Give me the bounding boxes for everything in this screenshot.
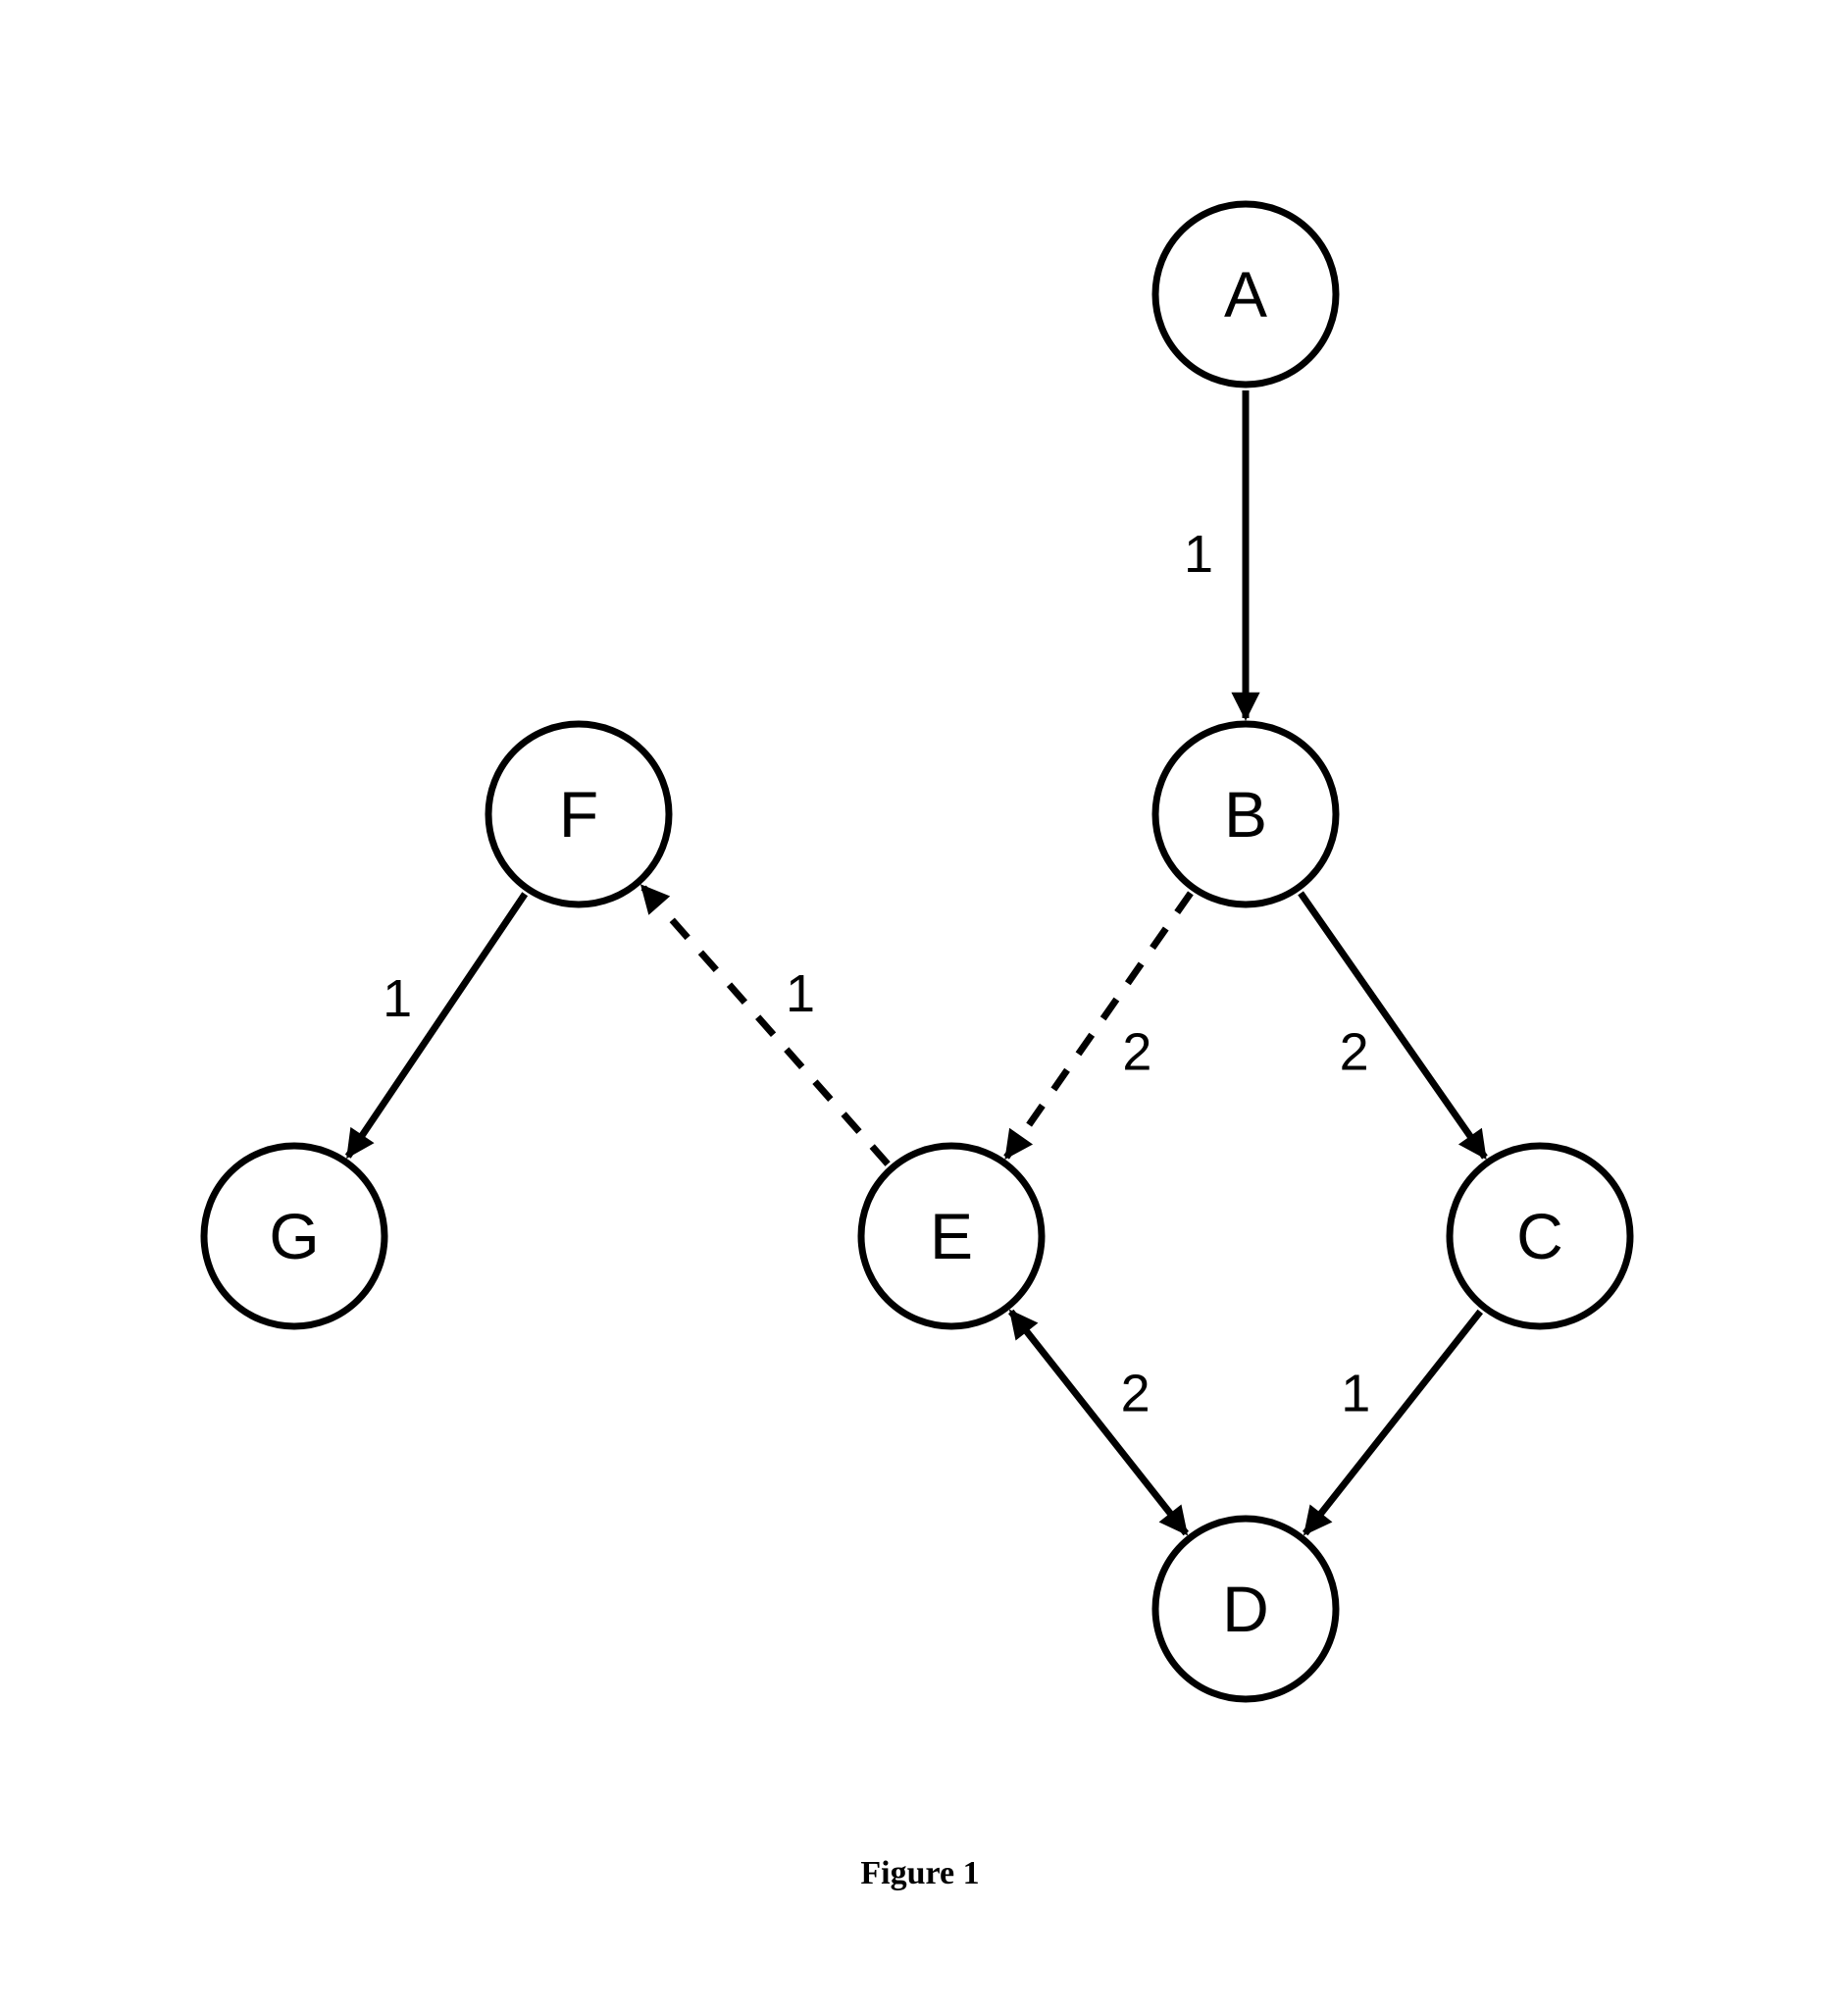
edge-label-E-D: 2 xyxy=(1121,1364,1150,1422)
edge-F-G xyxy=(348,894,525,1157)
figure-caption: Figure 1 xyxy=(860,1855,979,1891)
edge-label-B-C: 2 xyxy=(1340,1022,1369,1081)
edge-label-E-F: 1 xyxy=(786,964,815,1023)
node-E: E xyxy=(861,1146,1042,1326)
node-label-C: C xyxy=(1516,1200,1563,1272)
node-label-E: E xyxy=(930,1200,973,1272)
node-label-G: G xyxy=(269,1200,319,1272)
edges-layer: 1 2 1 2 2 1 1 xyxy=(348,390,1485,1533)
node-G: G xyxy=(204,1146,384,1326)
edge-E-D xyxy=(1011,1312,1187,1533)
node-F: F xyxy=(488,724,669,905)
node-label-A: A xyxy=(1224,258,1267,331)
edge-label-C-D: 1 xyxy=(1341,1364,1370,1422)
edge-label-F-G: 1 xyxy=(383,969,412,1028)
edge-E-F xyxy=(642,886,888,1163)
node-label-D: D xyxy=(1222,1573,1269,1645)
graph-diagram: 1 2 1 2 2 1 1 A B C D E F G Figure 1 xyxy=(0,0,1840,2016)
node-label-F: F xyxy=(559,778,598,851)
edge-B-E xyxy=(1006,893,1191,1157)
edge-label-B-E: 2 xyxy=(1122,1022,1151,1081)
edge-label-A-B: 1 xyxy=(1184,525,1213,584)
nodes-layer: A B C D E F G xyxy=(204,204,1630,1699)
edge-C-D xyxy=(1305,1312,1481,1533)
node-label-B: B xyxy=(1224,778,1267,851)
node-B: B xyxy=(1155,724,1336,905)
node-A: A xyxy=(1155,204,1336,385)
node-D: D xyxy=(1155,1519,1336,1699)
node-C: C xyxy=(1450,1146,1630,1326)
edge-B-C xyxy=(1301,893,1485,1157)
